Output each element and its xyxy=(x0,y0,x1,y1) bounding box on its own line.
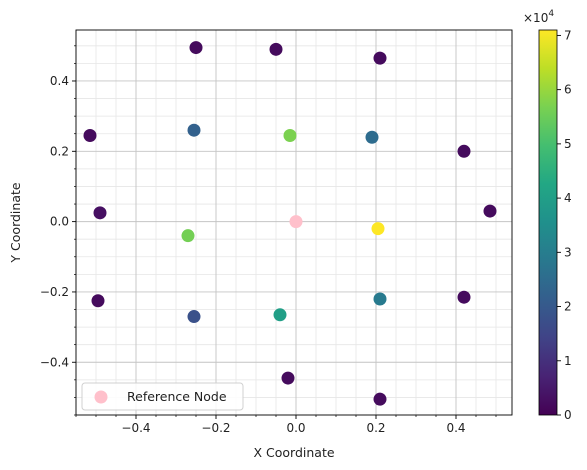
colorbar-tick-label: 7 xyxy=(564,28,572,42)
x-axis-title: X Coordinate xyxy=(253,445,334,460)
legend-marker-reference-node xyxy=(94,390,108,404)
data-point xyxy=(457,144,471,158)
minor-gridlines xyxy=(75,30,512,416)
reference-node-point xyxy=(289,215,303,229)
y-tick-label: 0.4 xyxy=(50,74,69,88)
data-point xyxy=(281,371,295,385)
data-point xyxy=(187,123,201,137)
data-point xyxy=(181,229,195,243)
colorbar-scale-factor: ×104 xyxy=(523,9,554,25)
x-tick-label: 0.0 xyxy=(286,421,305,435)
colorbar-tick-label: 2 xyxy=(564,300,572,314)
data-point xyxy=(91,294,105,308)
data-point xyxy=(373,51,387,65)
colorbar: 0 1 2 3 4 5 6 7 ×104 xyxy=(523,9,572,422)
data-point xyxy=(273,308,287,322)
data-point xyxy=(187,310,201,324)
colorbar-gradient xyxy=(538,29,558,416)
data-point xyxy=(283,128,297,142)
axis-ticks: −0.4 −0.2 0.0 0.2 0.4 −0.4 −0.2 0.0 0.2 0.4 xyxy=(40,45,497,435)
legend: Reference Node xyxy=(81,382,244,411)
colorbar-tick-label: 0 xyxy=(564,408,572,422)
colorbar-ticks: 0 1 2 3 4 5 6 7 xyxy=(557,28,572,422)
data-point xyxy=(483,204,497,218)
data-point xyxy=(365,130,379,144)
colorbar-tick-label: 1 xyxy=(564,354,572,368)
colorbar-tick-label: 3 xyxy=(564,245,572,259)
y-tick-label: −0.4 xyxy=(40,355,69,369)
x-tick-label: −0.4 xyxy=(121,421,150,435)
colorbar-tick-label: 4 xyxy=(564,191,572,205)
y-tick-label: 0.2 xyxy=(50,144,69,158)
x-tick-label: −0.2 xyxy=(201,421,230,435)
plot-area-frame xyxy=(75,29,513,416)
data-point xyxy=(373,392,387,406)
legend-label-reference-node: Reference Node xyxy=(127,389,227,404)
data-point xyxy=(189,41,203,55)
data-point xyxy=(269,42,283,56)
y-tick-label: 0.0 xyxy=(50,215,69,229)
colorbar-tick-label: 5 xyxy=(564,137,572,151)
data-point xyxy=(371,222,385,236)
data-point xyxy=(457,290,471,304)
data-point xyxy=(373,292,387,306)
x-tick-label: 0.2 xyxy=(366,421,385,435)
data-point xyxy=(83,128,97,142)
colorbar-tick-label: 6 xyxy=(564,83,572,97)
data-points xyxy=(83,41,497,406)
data-point xyxy=(93,206,107,220)
major-gridlines xyxy=(76,30,512,415)
x-tick-label: 0.4 xyxy=(446,421,465,435)
y-axis-title: Y Coordinate xyxy=(8,182,23,263)
legend-box xyxy=(81,382,244,411)
y-tick-label: −0.2 xyxy=(40,285,69,299)
